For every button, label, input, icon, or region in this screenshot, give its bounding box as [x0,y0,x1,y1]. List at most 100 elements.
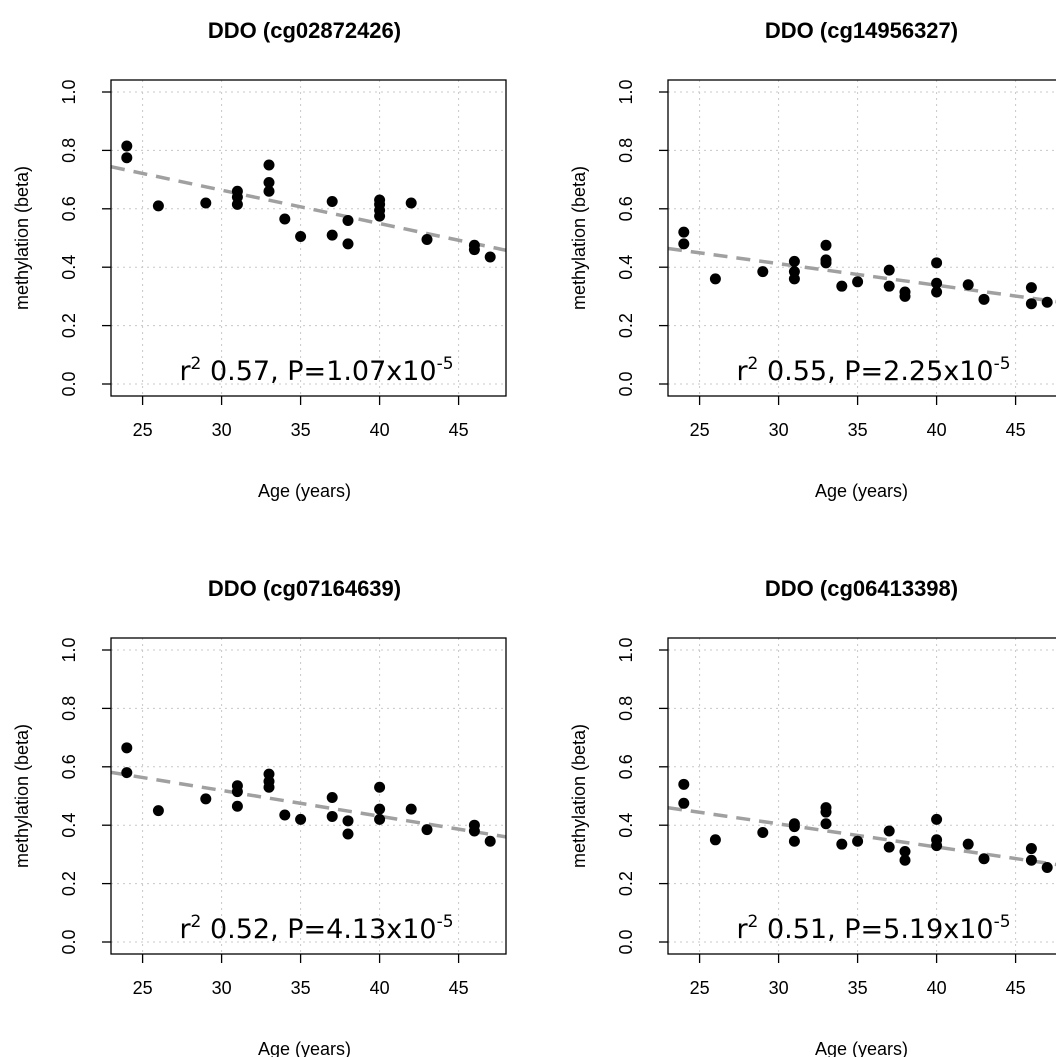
data-point [405,197,417,209]
y-tick-label: 0.8 [616,138,636,163]
data-point [263,781,275,793]
p-exponent: -5 [437,912,454,932]
x-tick-label: 25 [690,978,710,998]
y-tick-label: 1.0 [616,637,636,662]
data-point [374,803,386,815]
data-point [121,767,133,779]
r-label: r [179,914,191,945]
y-tick-label: 0.6 [59,196,79,221]
data-point [709,834,721,846]
p-exponent: -5 [437,354,454,374]
y-axis-label: methylation (beta) [569,724,589,868]
data-point [678,226,690,238]
y-tick-label: 0.6 [616,196,636,221]
data-point [820,239,832,251]
x-tick-label: 35 [291,420,311,440]
y-tick-label: 0.6 [616,754,636,779]
data-point [374,210,386,222]
stats-text: 0.57, P=1.07x10 [201,356,436,387]
y-tick-label: 0.0 [616,371,636,396]
data-point [326,229,338,241]
y-tick-label: 0.2 [616,313,636,338]
x-tick-label: 45 [449,978,469,998]
x-tick-label: 30 [212,420,232,440]
r-label: r [736,914,748,945]
data-point [678,797,690,809]
data-point [1025,298,1037,310]
data-point [962,838,974,850]
data-point [279,213,291,225]
x-tick-label: 25 [690,420,710,440]
data-point [295,231,307,243]
data-point [342,815,354,827]
data-point [231,786,243,798]
data-point [1025,282,1037,294]
stats-text: 0.52, P=4.13x10 [201,914,436,945]
data-point [931,840,943,852]
x-tick-label: 25 [133,420,153,440]
data-point [883,264,895,276]
y-tick-label: 0.6 [59,754,79,779]
data-point [678,238,690,250]
data-point [152,805,164,817]
plot-frame [110,637,507,955]
y-tick-label: 0.4 [616,255,636,280]
y-tick-label: 0.2 [59,871,79,896]
y-tick-label: 1.0 [59,637,79,662]
r-exponent: 2 [748,354,759,374]
data-point [1025,854,1037,866]
data-point [820,257,832,269]
y-tick-label: 0.4 [616,813,636,838]
data-point [1025,843,1037,855]
data-point [931,277,943,289]
chart-panel-1: DDO (cg02872426) 25 30 35 40 45 0.0 0.2 0.4 0.6 0.… [12,18,507,501]
data-point [374,781,386,793]
p-exponent: -5 [994,912,1011,932]
x-axis-label: Age (years) [815,481,908,501]
chart-panel-3: DDO (cg07164639) 25 30 35 40 45 0.0 0.2 0.4 0.6 0.… [12,576,507,1057]
x-tick-label: 45 [449,420,469,440]
y-tick-label: 0.2 [59,313,79,338]
stats-annotation: r2 0.55, P=2.25x10-5 [736,354,1010,387]
data-point [899,845,911,857]
data-point [421,824,433,836]
data-point [152,200,164,212]
stats-annotation: r2 0.51, P=5.19x10-5 [736,912,1010,945]
data-point [899,854,911,866]
y-axis-label: methylation (beta) [569,166,589,310]
plot-frame [667,637,1056,955]
data-point [342,214,354,226]
chart-panel-2: DDO (cg14956327) 25 30 35 40 45 0.0 0.2 0.4 0.6 0.… [569,18,1056,501]
data-point [121,152,133,164]
data-point [852,835,864,847]
chart-title: DDO (cg02872426) [208,18,401,43]
y-tick-label: 0.8 [59,696,79,721]
chart-title: DDO (cg14956327) [765,18,958,43]
data-point [883,825,895,837]
data-point [342,238,354,250]
data-point [978,853,990,865]
y-tick-label: 0.8 [616,696,636,721]
stats-annotation: r2 0.52, P=4.13x10-5 [179,912,453,945]
data-point [421,233,433,245]
y-tick-label: 0.0 [616,929,636,954]
stats-text: 0.51, P=5.19x10 [758,914,993,945]
data-point [788,821,800,833]
plot-frame [110,79,507,397]
data-point [263,177,275,189]
x-tick-label: 35 [848,978,868,998]
data-point [820,818,832,830]
data-point [978,293,990,305]
regression-line [668,246,1056,304]
y-tick-label: 0.0 [59,929,79,954]
data-point [709,273,721,285]
r-exponent: 2 [748,912,759,932]
y-tick-label: 0.8 [59,138,79,163]
data-point [200,197,212,209]
y-tick-label: 0.2 [616,871,636,896]
data-point [405,803,417,815]
data-point [279,809,291,821]
data-point [326,196,338,207]
x-axis-label: Age (years) [258,1039,351,1057]
plot-frame [667,79,1056,397]
